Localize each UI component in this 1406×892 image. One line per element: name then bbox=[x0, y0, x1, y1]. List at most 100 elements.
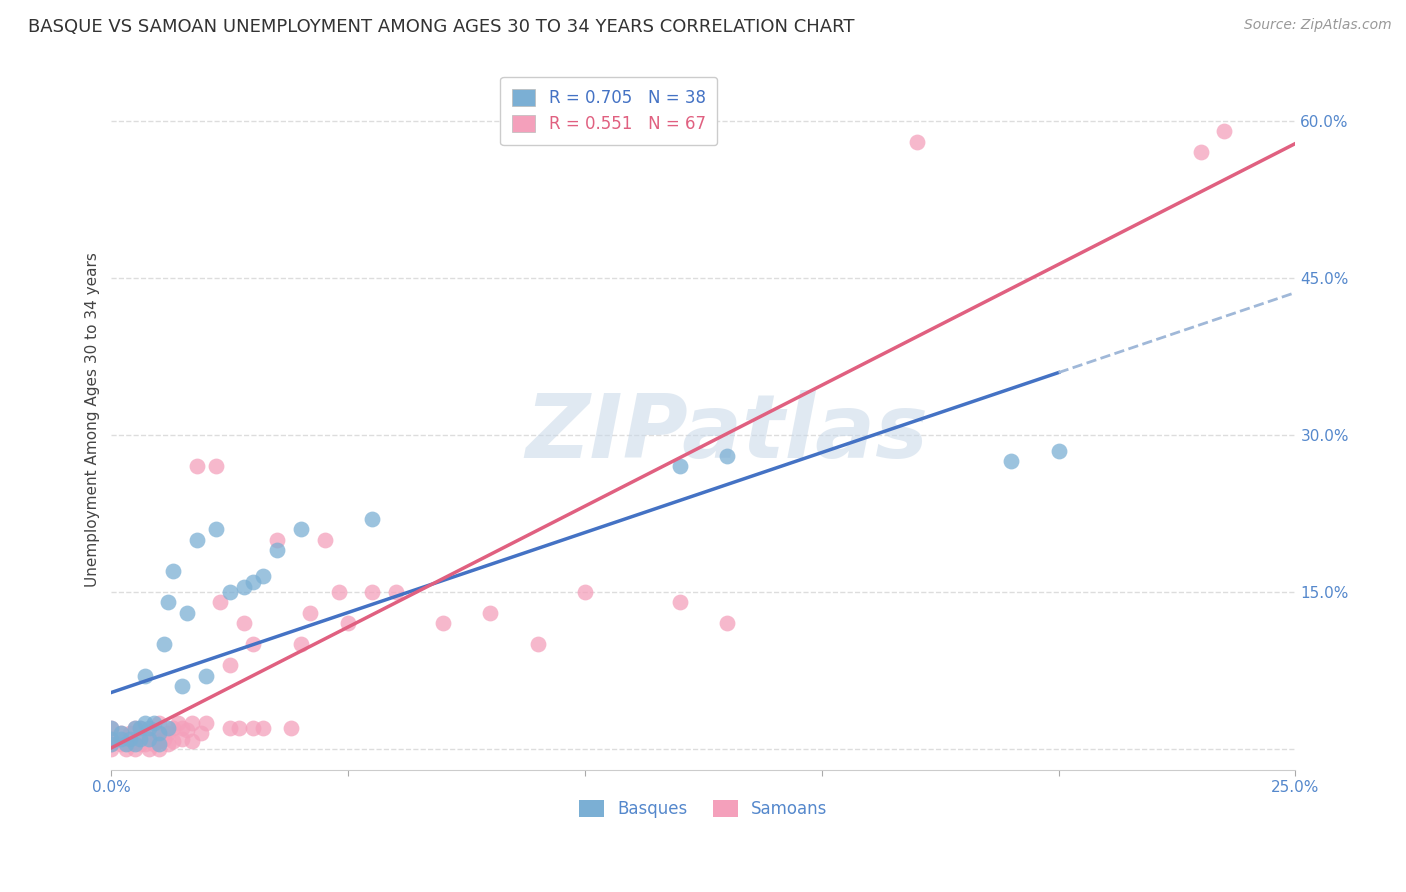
Point bbox=[195, 669, 218, 683]
Point bbox=[100, 737, 122, 751]
Point bbox=[290, 637, 312, 651]
Point bbox=[314, 533, 336, 547]
Point bbox=[157, 721, 180, 735]
Text: BASQUE VS SAMOAN UNEMPLOYMENT AMONG AGES 30 TO 34 YEARS CORRELATION CHART: BASQUE VS SAMOAN UNEMPLOYMENT AMONG AGES… bbox=[28, 18, 855, 36]
Point bbox=[252, 569, 274, 583]
Point bbox=[100, 721, 122, 735]
Point bbox=[152, 637, 174, 651]
Point bbox=[110, 726, 132, 740]
Point bbox=[1189, 145, 1212, 160]
Point bbox=[432, 616, 454, 631]
Point bbox=[716, 449, 738, 463]
Point bbox=[190, 726, 212, 740]
Point bbox=[148, 737, 170, 751]
Point bbox=[204, 522, 226, 536]
Point bbox=[162, 733, 184, 747]
Point bbox=[479, 606, 502, 620]
Point bbox=[186, 533, 208, 547]
Point bbox=[128, 731, 150, 746]
Point bbox=[172, 731, 194, 746]
Point bbox=[1000, 454, 1022, 468]
Point bbox=[242, 637, 264, 651]
Point bbox=[100, 731, 122, 746]
Point bbox=[328, 585, 350, 599]
Point bbox=[134, 715, 156, 730]
Point bbox=[138, 731, 160, 746]
Point bbox=[574, 585, 596, 599]
Text: ZIPatlas: ZIPatlas bbox=[526, 390, 928, 477]
Point bbox=[120, 737, 142, 751]
Point bbox=[124, 737, 146, 751]
Point bbox=[290, 522, 312, 536]
Point bbox=[242, 574, 264, 589]
Point bbox=[128, 721, 150, 735]
Point bbox=[204, 459, 226, 474]
Point bbox=[233, 580, 256, 594]
Point bbox=[124, 721, 146, 735]
Point bbox=[181, 715, 204, 730]
Point bbox=[172, 721, 194, 735]
Point bbox=[218, 585, 240, 599]
Point bbox=[114, 742, 136, 756]
Point bbox=[266, 543, 288, 558]
Point bbox=[114, 737, 136, 751]
Point bbox=[138, 721, 160, 735]
Point bbox=[134, 737, 156, 751]
Point bbox=[134, 730, 156, 744]
Point bbox=[128, 731, 150, 746]
Point bbox=[668, 459, 690, 474]
Point bbox=[157, 737, 180, 751]
Point bbox=[100, 737, 122, 751]
Point bbox=[337, 616, 360, 631]
Point bbox=[138, 742, 160, 756]
Point bbox=[172, 679, 194, 693]
Point bbox=[124, 721, 146, 735]
Y-axis label: Unemployment Among Ages 30 to 34 years: Unemployment Among Ages 30 to 34 years bbox=[86, 252, 100, 587]
Point bbox=[252, 721, 274, 735]
Point bbox=[186, 459, 208, 474]
Point bbox=[905, 135, 928, 149]
Point bbox=[110, 726, 132, 740]
Point bbox=[134, 669, 156, 683]
Point bbox=[148, 726, 170, 740]
Point bbox=[1047, 443, 1070, 458]
Point bbox=[195, 715, 218, 730]
Point bbox=[233, 616, 256, 631]
Point bbox=[148, 715, 170, 730]
Point bbox=[143, 715, 166, 730]
Point bbox=[299, 606, 322, 620]
Point bbox=[176, 723, 198, 738]
Point bbox=[157, 726, 180, 740]
Point bbox=[716, 616, 738, 631]
Point bbox=[181, 733, 204, 747]
Point bbox=[228, 721, 250, 735]
Text: Source: ZipAtlas.com: Source: ZipAtlas.com bbox=[1244, 18, 1392, 32]
Point bbox=[148, 733, 170, 747]
Point bbox=[361, 585, 384, 599]
Point bbox=[120, 726, 142, 740]
Point bbox=[124, 733, 146, 747]
Point bbox=[148, 726, 170, 740]
Point bbox=[157, 595, 180, 609]
Point bbox=[124, 742, 146, 756]
Point bbox=[280, 721, 302, 735]
Point bbox=[110, 737, 132, 751]
Point bbox=[152, 731, 174, 746]
Point bbox=[120, 731, 142, 746]
Point bbox=[218, 721, 240, 735]
Point bbox=[138, 731, 160, 746]
Point bbox=[266, 533, 288, 547]
Point bbox=[128, 721, 150, 735]
Legend: Basques, Samoans: Basques, Samoans bbox=[572, 793, 834, 825]
Point bbox=[242, 721, 264, 735]
Point bbox=[209, 595, 232, 609]
Point bbox=[100, 721, 122, 735]
Point bbox=[100, 742, 122, 756]
Point bbox=[143, 737, 166, 751]
Point bbox=[148, 742, 170, 756]
Point bbox=[218, 658, 240, 673]
Point bbox=[162, 564, 184, 578]
Point bbox=[143, 723, 166, 738]
Point bbox=[176, 606, 198, 620]
Point bbox=[384, 585, 406, 599]
